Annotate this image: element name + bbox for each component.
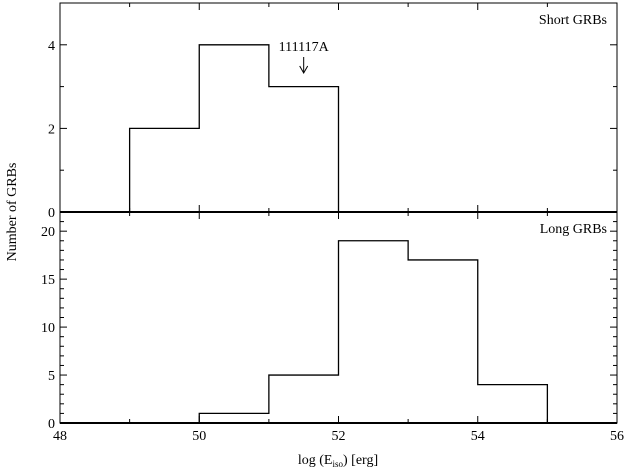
short-y-tick-label: 2 (48, 122, 55, 137)
short-histogram-series (60, 44, 617, 213)
annotation-arrow-head-icon (299, 65, 309, 75)
x-tick-label: 56 (610, 429, 624, 444)
short-y-tick-label: 4 (48, 39, 55, 54)
x-axis-label: log (Eiso) [erg] (298, 453, 378, 469)
short-y-tick-label: 0 (48, 206, 55, 221)
long-histogram-series (60, 240, 617, 424)
long-panel-title: Long GRBs (540, 222, 607, 237)
x-tick-label: 48 (53, 429, 67, 444)
short-panel-title: Short GRBs (539, 13, 607, 28)
long-grbs-panel: 0 5 10 15 20 Long GRBs 48 50 52 54 56 (41, 211, 624, 444)
annotation-111117a-label: 111117A (279, 40, 330, 55)
long-y-tick-label: 5 (48, 369, 55, 384)
long-y-tick-label: 0 (48, 417, 55, 432)
long-y-tick-label: 15 (41, 273, 55, 288)
x-axis-label-prefix: log (E (298, 453, 333, 468)
y-axis-label: Number of GRBs (5, 163, 20, 262)
long-y-tick-label: 10 (41, 321, 55, 336)
x-tick-label: 54 (471, 429, 485, 444)
short-grbs-panel: 0 2 4 Short GRBs 111117A (48, 2, 618, 221)
x-tick-label: 52 (332, 429, 346, 444)
x-tick-label: 50 (192, 429, 206, 444)
x-axis-label-subscript: iso (332, 459, 343, 469)
long-y-tick-label: 20 (41, 225, 55, 240)
x-axis-label-suffix: ) [erg] (343, 453, 378, 468)
